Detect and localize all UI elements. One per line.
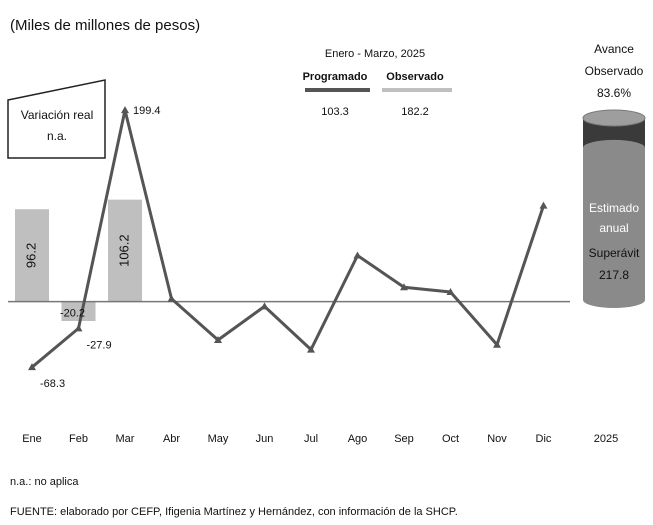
legend-value-observado: 182.2	[401, 106, 429, 118]
label-programado-ene: -68.3	[40, 378, 65, 390]
point-programado-oct	[446, 288, 455, 295]
variation-box	[7, 79, 106, 159]
annual-cylinder	[582, 109, 646, 308]
point-programado-ago	[353, 251, 362, 259]
annual-category-label: 2025	[594, 433, 618, 445]
label-programado-feb: -27.9	[87, 339, 112, 351]
bar-observado-feb	[61, 301, 96, 321]
point-programado-jul	[307, 345, 315, 353]
point-programado-feb	[74, 324, 83, 332]
point-programado-abr	[167, 294, 176, 302]
cylinder-top-ellipse	[582, 109, 646, 127]
point-programado-sep	[400, 283, 408, 291]
point-programado-may	[214, 336, 222, 343]
annual-estimado-2: anual	[599, 221, 628, 235]
bar-observado-ene	[15, 209, 49, 302]
annual-header-1: Avance	[594, 42, 634, 56]
annual-header-3: 83.6%	[597, 86, 631, 100]
point-programado-ene	[28, 363, 36, 371]
note-source: FUENTE: elaborado por CEFP, Ifigenia Mar…	[10, 506, 458, 518]
bar-observado-mar	[108, 199, 142, 302]
point-programado-nov	[493, 340, 501, 348]
cylinder-split-ellipse	[583, 139, 645, 156]
x-tick-sep: Sep	[394, 433, 414, 445]
variation-line1: Variación real	[21, 108, 93, 122]
x-tick-nov: Nov	[487, 433, 507, 445]
legend-label-programado: Programado	[303, 71, 368, 83]
cylinder-observado-section	[583, 147, 645, 308]
annual-superavit-2: 217.8	[599, 268, 629, 282]
x-tick-mar: Mar	[116, 433, 135, 445]
annual-superavit-1: Superávit	[589, 246, 640, 260]
label-observado-ene: 96.2	[23, 243, 38, 268]
x-tick-oct: Oct	[442, 433, 459, 445]
legend-label-observado: Observado	[386, 71, 444, 83]
x-tick-jul: Jul	[304, 433, 318, 445]
legend-period: Enero - Marzo, 2025	[325, 48, 425, 60]
label-observado-feb: -20.2	[60, 308, 85, 320]
x-tick-ene: Ene	[22, 433, 42, 445]
legend-value-programado: 103.3	[321, 106, 349, 118]
x-tick-feb: Feb	[69, 433, 88, 445]
annual-header-2: Observado	[585, 64, 644, 78]
point-programado-mar	[121, 106, 129, 114]
x-tick-may: May	[208, 433, 229, 445]
point-programado-dic	[539, 201, 548, 209]
x-tick-ago: Ago	[348, 433, 368, 445]
line-programado	[31, 108, 545, 369]
label-observado-mar: 106.2	[116, 234, 131, 267]
x-tick-jun: Jun	[256, 433, 274, 445]
annual-estimado-1: Estimado	[589, 201, 639, 215]
label-programado-mar: 199.4	[133, 105, 161, 117]
x-tick-abr: Abr	[163, 433, 180, 445]
x-tick-dic: Dic	[536, 433, 552, 445]
chart-title: (Miles de millones de pesos)	[10, 17, 200, 34]
note-na: n.a.: no aplica	[10, 476, 79, 488]
point-programado-jun	[260, 302, 269, 310]
variation-line2: n.a.	[47, 129, 67, 143]
